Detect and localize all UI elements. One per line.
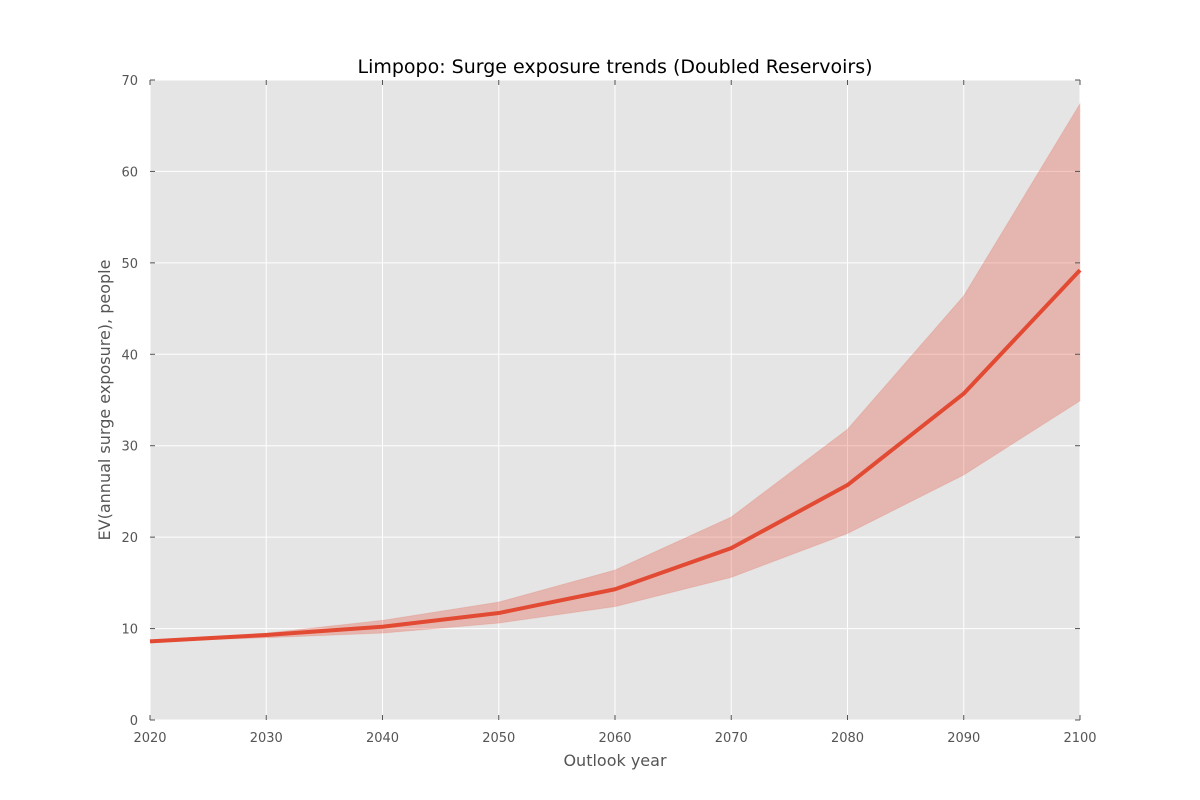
- x-tick-label: 2050: [482, 731, 515, 746]
- x-tick-label: 2060: [598, 731, 631, 746]
- y-tick-label: 60: [121, 165, 138, 180]
- y-axis-label: EV(annual surge exposure), people: [95, 260, 114, 541]
- x-tick-label: 2030: [250, 731, 283, 746]
- x-tick-label: 2100: [1063, 731, 1096, 746]
- y-tick-label: 50: [121, 257, 138, 272]
- y-tick-labels: 0 10 20 30 40 50 60 70: [121, 74, 138, 729]
- y-tick-label: 40: [121, 348, 138, 363]
- x-tick-label: 2020: [133, 731, 166, 746]
- ticks: [149, 79, 1081, 721]
- y-tick-label: 70: [121, 74, 138, 89]
- x-tick-label: 2080: [831, 731, 864, 746]
- x-tick-labels: 2020 2030 2040 2050 2060 2070 2080 2090 2100: [133, 731, 1096, 746]
- y-tick-label: 30: [121, 440, 138, 455]
- chart-title: Limpopo: Surge exposure trends (Doubled …: [357, 56, 872, 78]
- y-tick-label: 0: [130, 714, 138, 729]
- confidence-band: [149, 101, 1081, 642]
- x-tick-label: 2070: [715, 731, 748, 746]
- x-axis-label: Outlook year: [563, 751, 667, 770]
- x-tick-label: 2040: [366, 731, 399, 746]
- series-line: [149, 268, 1082, 644]
- y-tick-label: 20: [121, 531, 138, 546]
- x-tick-label: 2090: [947, 731, 980, 746]
- y-tick-label: 10: [121, 623, 138, 638]
